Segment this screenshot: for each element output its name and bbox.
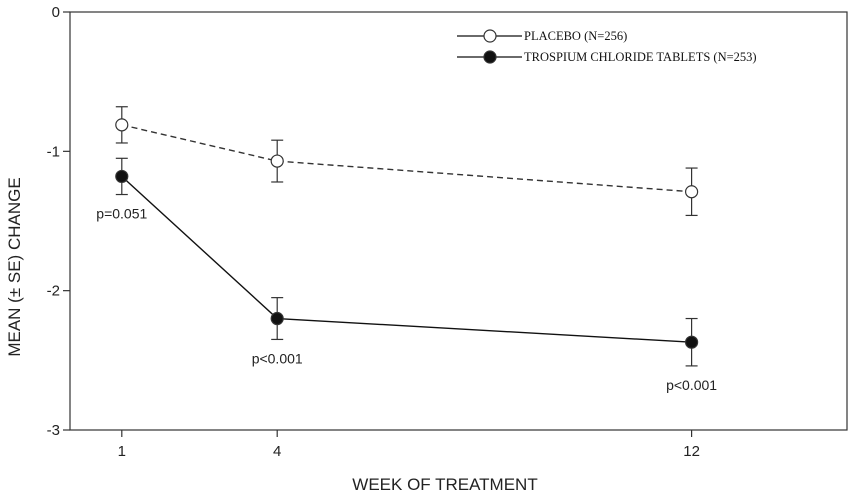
data-point: [270, 311, 284, 326]
y-tick-label: -1: [47, 143, 60, 160]
legend-item: PLACEBO (N=256): [457, 29, 627, 43]
data-point: [115, 169, 129, 184]
legend-label: TROSPIUM CHLORIDE TABLETS (N=253): [524, 50, 757, 64]
x-axis-label: WEEK OF TREATMENT: [352, 475, 537, 494]
data-point: [684, 335, 699, 349]
y-tick-label: -2: [47, 283, 60, 300]
y-tick-label: 0: [52, 4, 60, 21]
p-value-annotation: p=0.051: [96, 206, 147, 222]
series-placebo: [115, 106, 699, 217]
y-tick-label: -3: [47, 422, 60, 439]
y-axis-ticks: 0 -1 -2 -3: [47, 4, 70, 439]
x-tick-label: 4: [273, 443, 281, 460]
plot-border: [69, 11, 848, 431]
data-point: [115, 118, 129, 132]
legend: PLACEBO (N=256) TROSPIUM CHLORIDE TABLETS…: [457, 29, 757, 64]
legend-item: TROSPIUM CHLORIDE TABLETS (N=253): [457, 50, 757, 64]
series-trospium: [115, 157, 699, 367]
x-tick-label: 1: [118, 443, 126, 460]
y-axis-label: MEAN (± SE) CHANGE: [5, 177, 24, 356]
plot-frame: [69, 11, 848, 431]
series-line: [121, 175, 692, 343]
data-point: [270, 154, 284, 168]
p-value-annotation: p<0.001: [666, 377, 717, 393]
p-value-annotation: p<0.001: [252, 350, 303, 366]
series-layer: [115, 106, 699, 367]
legend-marker: [483, 50, 497, 64]
annotation-layer: p=0.051 p<0.001 p<0.001: [96, 206, 717, 393]
legend-marker: [483, 29, 497, 43]
legend-label: PLACEBO (N=256): [524, 29, 627, 43]
series-line: [121, 124, 692, 193]
data-point: [684, 185, 699, 199]
x-tick-label: 12: [683, 443, 700, 460]
x-axis-ticks: 1 4 12: [118, 430, 700, 460]
